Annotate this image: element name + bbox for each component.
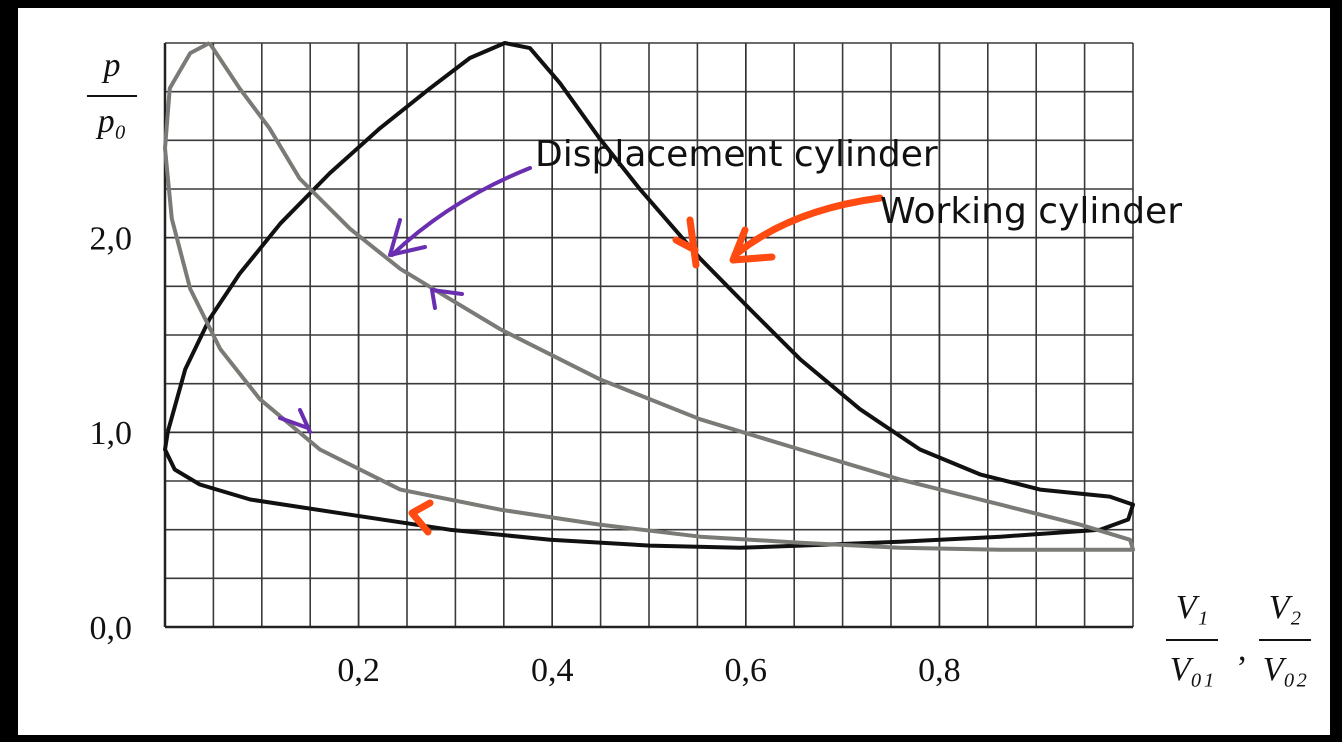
labels: 0,2 0,4 0,6 0,8 0,0 1,0 2,0 Working cylinder Dis… — [87, 47, 1311, 689]
y-tick-label: 0,0 — [90, 610, 133, 647]
curves — [163, 41, 1135, 552]
axis-label-numerator: p — [102, 47, 121, 84]
curve — [163, 41, 1135, 550]
y-tick-label: 1,0 — [90, 415, 133, 452]
x-tick-label: 0,4 — [531, 652, 574, 689]
x-tick-label: 0,8 — [918, 652, 961, 689]
grid — [163, 42, 1134, 629]
arrows — [278, 166, 884, 536]
y-tick-label: 2,0 — [90, 220, 133, 257]
purple-mark — [430, 288, 464, 310]
purple-mark — [278, 408, 312, 434]
axis-label-numerator: V₁ — [1176, 589, 1209, 626]
axis-label-denominator: p₀ — [96, 103, 127, 140]
orange-arrow — [731, 194, 884, 259]
orange-mark — [408, 499, 434, 536]
annotation: Working cylinder — [880, 191, 1182, 232]
orange-mark — [672, 216, 700, 269]
purple-arrow — [390, 166, 532, 257]
orange-arrow-head — [729, 226, 776, 264]
axis-label-denominator: V₀₂ — [1263, 651, 1307, 688]
axis-label-numerator: V₂ — [1269, 589, 1302, 626]
x-tick-label: 0,6 — [725, 652, 768, 689]
axis-label-denominator: V₀₁ — [1170, 651, 1214, 688]
curve — [163, 41, 1135, 552]
x-tick-label: 0,2 — [337, 652, 380, 689]
purple-arrow-head — [388, 218, 427, 257]
annotation: Displacement cylinder — [535, 134, 938, 175]
axis-label-separator: , — [1238, 631, 1247, 668]
